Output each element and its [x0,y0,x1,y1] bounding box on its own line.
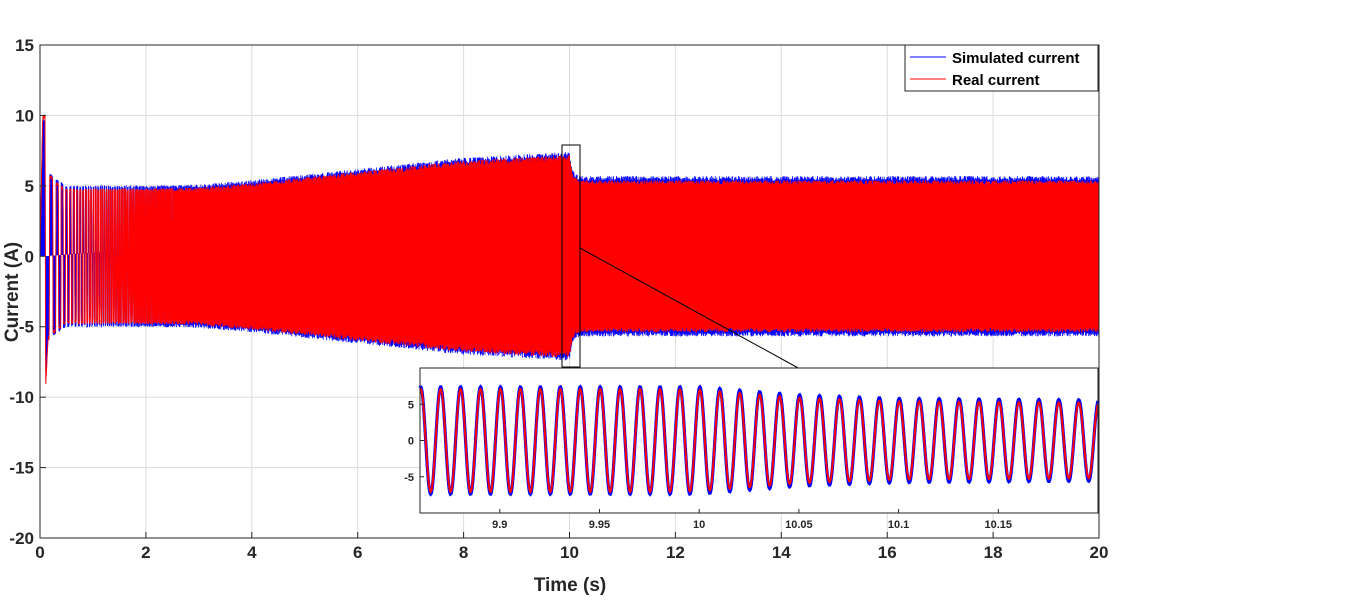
x-tick-label: 16 [878,543,897,562]
inset-series-line-real-current [419,387,1099,494]
y-axis-label: Current (A) [2,242,23,342]
x-tick-label: 14 [772,543,791,562]
zoom-region-box [561,144,581,368]
y-tick-label: -10 [9,388,34,407]
x-tick-label: 0 [35,543,44,562]
y-tick-label: 0 [25,247,34,266]
y-tick-label: -5 [19,318,34,337]
y-tick-label: 15 [15,36,34,55]
x-tick-label: 8 [459,543,468,562]
y-tick-label: 10 [15,106,34,125]
inset-series-group [418,384,1100,497]
inset-x-tick-label: 10.1 [888,519,909,531]
inset-y-tick-label: 0 [408,436,414,448]
main-y-ticks: 15 10 5 0 -5 -10 -15 -20 [9,36,46,548]
inset-x-tick-label: 9.95 [589,519,610,531]
zoom-connector-line-1 [579,247,801,370]
main-series-group [39,114,1100,385]
x-tick-label: 12 [666,543,685,562]
inset-x-tick-label: 10 [693,519,705,531]
x-tick-label: 2 [141,543,150,562]
inset-y-tick-label: -5 [404,472,414,484]
legend-label-simulated-current: Simulated current [952,50,1080,67]
x-tick-label: 10 [560,543,579,562]
main-x-ticks: 0 2 4 6 8 10 12 14 16 18 20 [35,532,1108,562]
inset-x-tick-label: 10.05 [785,519,813,531]
x-tick-label: 4 [247,543,257,562]
x-axis-label: Time (s) [534,575,607,596]
x-tick-label: 6 [353,543,362,562]
inset-x-tick-label: 10.15 [985,519,1013,531]
inset-y-ticks: 5 0 -5 [404,399,424,484]
legend-box [904,44,1099,92]
x-tick-label: 20 [1090,543,1109,562]
y-tick-label: -20 [9,529,34,548]
y-tick-label: -15 [9,459,34,478]
legend-label-real-current: Real current [952,72,1040,89]
x-tick-label: 18 [984,543,1003,562]
inset-y-tick-label: 5 [408,399,414,411]
legend: Simulated current Real current [904,44,1099,92]
inset-x-tick-label: 9.9 [492,519,507,531]
inset-x-ticks: 9.9 9.95 10 10.05 10.1 10.15 [492,509,1012,531]
series-line-real-current [39,114,1100,385]
y-tick-label: 5 [25,177,34,196]
